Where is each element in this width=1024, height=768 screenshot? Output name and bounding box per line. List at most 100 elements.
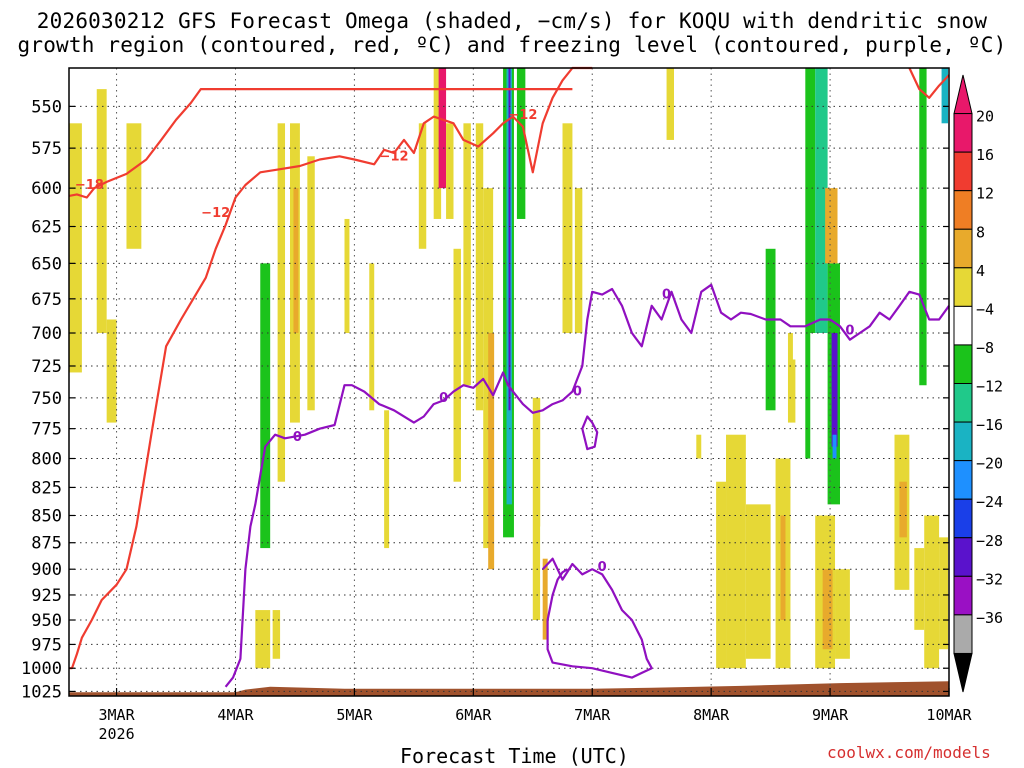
omega-shade-cell <box>825 188 838 264</box>
colorbar-swatch <box>953 113 973 153</box>
y-tick-label: 550 <box>31 97 62 117</box>
omega-shade-cell <box>277 123 286 482</box>
y-tick-label: 850 <box>31 506 62 526</box>
freezing-contour <box>224 283 950 688</box>
omega-shade-cell <box>96 89 107 334</box>
omega-shade-cell <box>832 434 837 459</box>
colorbar-swatch <box>953 190 973 230</box>
freezing-contour <box>581 415 599 451</box>
omega-shade-cell <box>822 569 833 650</box>
omega-shade-cell <box>433 68 442 219</box>
colorbar-swatch <box>953 228 973 269</box>
colorbar-label: −28 <box>976 532 1003 550</box>
omega-shade-cell <box>508 68 511 411</box>
colorbar-swatch <box>953 614 973 654</box>
y-tick-label: 975 <box>31 635 62 655</box>
colorbar-swatch <box>953 498 973 539</box>
contour-label: −18 <box>75 178 104 193</box>
x-tick-label: 9MAR <box>812 706 849 724</box>
x-tick-label: 4MAR <box>217 706 254 724</box>
omega-shade-cell <box>835 569 850 659</box>
y-tick-label: 575 <box>31 139 62 159</box>
site-credit: coolwx.com/models <box>827 743 991 762</box>
omega-shade-cell <box>745 504 771 659</box>
colorbar-swatch <box>953 421 973 462</box>
contour-label: 0 <box>845 323 854 338</box>
x-tick-label: 7MAR <box>574 706 611 724</box>
contour-label: 0 <box>598 560 607 575</box>
terrain-mask <box>69 681 949 696</box>
plot-frame <box>68 67 950 697</box>
x-tick-label: 3MAR <box>99 706 136 724</box>
omega-shade-cell <box>516 68 526 219</box>
omega-shade-cell <box>815 68 828 334</box>
dendritic-growth-contours <box>68 66 950 670</box>
omega-shade-cell <box>369 263 375 411</box>
omega-shade-cell <box>716 481 727 669</box>
omega-shade-cell <box>438 68 447 189</box>
chart-title-line-1: 2026030212 GFS Forecast Omega (shaded, −… <box>36 9 988 33</box>
contour-label: −12 <box>201 206 230 221</box>
omega-shade-cell <box>453 248 461 482</box>
omega-shade-cell <box>726 434 746 669</box>
y-tick-label: 1000 <box>21 659 62 679</box>
omega-shade-cell <box>852 68 860 140</box>
omega-shade-cell <box>904 68 920 334</box>
x-axis-title: Forecast Time (UTC) <box>400 744 629 768</box>
y-tick-label: 675 <box>31 290 62 310</box>
y-tick-label: 775 <box>31 420 62 440</box>
omega-shade-cell <box>106 319 117 423</box>
colorbar-swatch <box>953 344 973 384</box>
omega-shade-cell <box>899 481 907 538</box>
omega-shade-cell <box>831 333 838 447</box>
omega-shade-cell <box>384 410 390 549</box>
omega-shading <box>69 68 949 669</box>
omega-shade-cell <box>721 68 746 360</box>
y-tick-label: 825 <box>31 478 62 498</box>
omega-shade-cell <box>810 333 821 516</box>
y-tick-label: 900 <box>31 560 62 580</box>
omega-shade-cell <box>562 123 573 334</box>
colorbar-swatch <box>953 151 973 192</box>
dgz-contour <box>908 67 950 99</box>
x-tick-label: 5MAR <box>336 706 373 724</box>
omega-shade-cell <box>914 548 925 630</box>
colorbar-label: −32 <box>976 570 1003 588</box>
omega-shade-cell <box>272 610 281 659</box>
colorbar-top-arrow <box>953 74 973 115</box>
omega-shade-cell <box>421 385 429 570</box>
omega-shade-cell <box>307 156 315 411</box>
omega-shade-cell <box>696 434 702 459</box>
omega-shade-cell <box>864 68 885 249</box>
colorbar-label: 4 <box>976 262 985 280</box>
omega-shade-cell <box>260 263 271 549</box>
omega-shade-cell <box>126 123 142 249</box>
x-tick-label: 8MAR <box>693 706 730 724</box>
terrain-fill <box>69 681 949 696</box>
omega-shade-cell <box>446 123 454 219</box>
omega-shade-cell <box>849 156 863 204</box>
colorbar: 20 16 12 8 4 −4 −8 −12 −16 −20 −24 −28 −32 −36 <box>953 74 1003 693</box>
omega-shade-cell <box>941 68 949 124</box>
omega-shade-cell <box>765 248 776 411</box>
omega-shade-cell <box>532 397 541 621</box>
omega-shade-cell <box>418 123 427 249</box>
omega-shade-cell <box>574 188 583 334</box>
colorbar-label: −20 <box>976 455 1003 473</box>
freezing-level-contours <box>224 283 950 688</box>
colorbar-label: 20 <box>976 108 994 126</box>
omega-shade-cell <box>495 123 504 650</box>
omega-shade-cell <box>924 515 940 669</box>
omega-shade-cell <box>792 68 806 360</box>
colorbar-swatch <box>953 460 973 500</box>
omega-shade-cell <box>515 333 523 516</box>
contour-label: 0 <box>439 391 448 406</box>
y-tick-label: 875 <box>31 534 62 554</box>
y-tick-label: 750 <box>31 389 62 409</box>
omega-shade-cell <box>69 123 82 373</box>
colorbar-label: −8 <box>976 339 994 357</box>
omega-shade-cell <box>666 68 674 140</box>
omega-shade-cell <box>488 333 495 570</box>
